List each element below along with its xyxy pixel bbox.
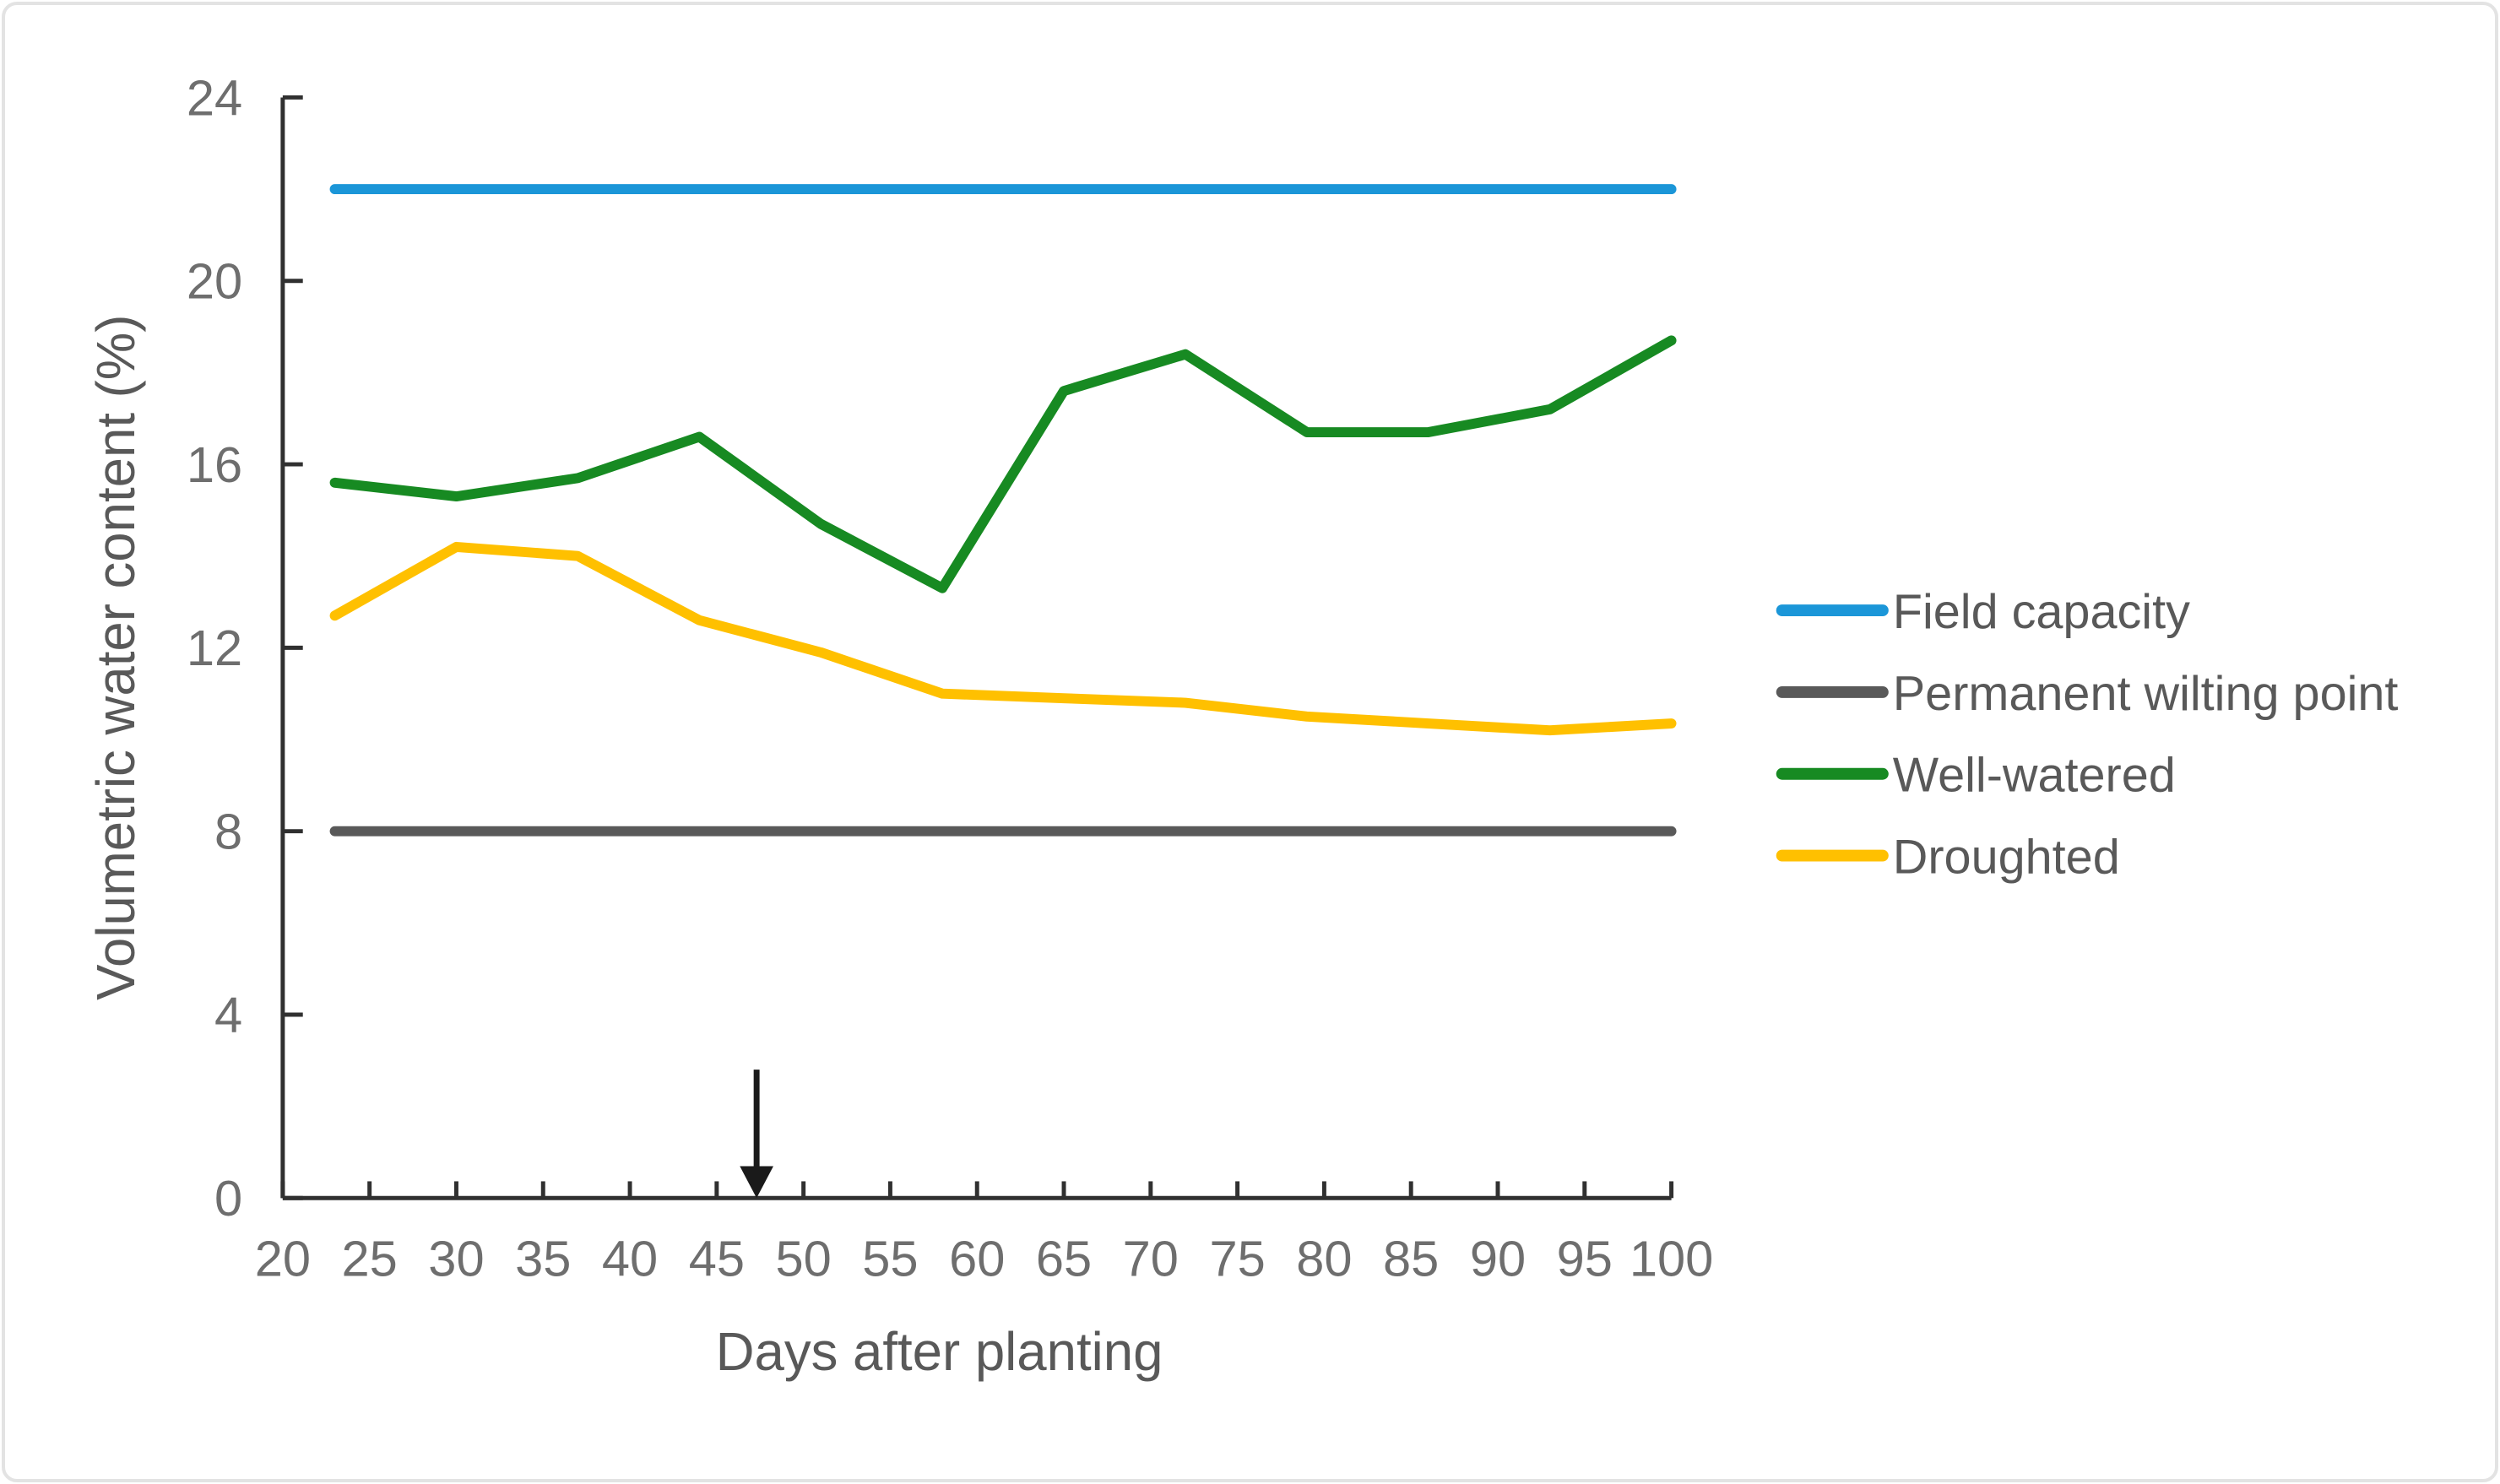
x-tick-label: 30 <box>428 1231 484 1287</box>
y-tick-label: 16 <box>187 436 242 493</box>
legend-group: Field capacity Permanent wilting point Wel… <box>1776 585 2399 884</box>
axes-group: 20 25 30 35 40 45 50 55 60 65 70 75 80 85 90 95 100 0 4 8 12… <box>187 69 1713 1286</box>
x-tick-label: 25 <box>342 1231 398 1287</box>
line-droughted <box>329 541 1677 736</box>
x-tick-label: 40 <box>602 1231 658 1287</box>
y-tick-label: 4 <box>214 987 242 1043</box>
x-tick-label: 75 <box>1209 1231 1265 1287</box>
x-tick-label: 90 <box>1470 1231 1526 1287</box>
legend-item-droughted: Droughted <box>1776 830 2120 884</box>
y-tick-label: 20 <box>187 253 242 310</box>
y-tick-label: 12 <box>187 620 242 676</box>
series-group <box>329 184 1677 837</box>
x-tick-label: 60 <box>949 1231 1005 1287</box>
x-tick-label: 35 <box>515 1231 571 1287</box>
y-tick-label: 0 <box>214 1170 242 1227</box>
x-tick-label: 100 <box>1630 1231 1713 1287</box>
legend-item-well-watered: Well-watered <box>1776 749 2176 803</box>
legend-item-field-capacity: Field capacity <box>1776 585 2190 639</box>
x-tick-label: 55 <box>862 1231 918 1287</box>
x-tick-label: 50 <box>775 1231 831 1287</box>
legend-label-field-capacity: Field capacity <box>1893 585 2190 639</box>
x-tick-label: 80 <box>1296 1231 1352 1287</box>
y-tick-label: 8 <box>214 804 242 860</box>
annotation-group <box>740 1070 773 1199</box>
drought-onset-arrow <box>740 1070 773 1199</box>
x-tick-label: 45 <box>689 1231 745 1287</box>
x-axis-title: Days after planting <box>716 1322 1163 1382</box>
line-well-watered <box>329 335 1677 593</box>
x-tick-label: 70 <box>1123 1231 1179 1287</box>
x-tick-label: 95 <box>1557 1231 1613 1287</box>
y-axis-title: Volumetric water content (%) <box>86 315 146 1000</box>
chart-canvas: 20 25 30 35 40 45 50 55 60 65 70 75 80 85 90 95 100 0 4 8 12… <box>86 69 2399 1382</box>
legend-label-droughted: Droughted <box>1893 830 2120 884</box>
arrow-head-icon <box>740 1166 773 1199</box>
x-tick-label: 85 <box>1383 1231 1439 1287</box>
legend-label-permanent-wilting-point: Permanent wilting point <box>1893 667 2399 721</box>
legend-item-permanent-wilting-point: Permanent wilting point <box>1776 667 2399 721</box>
y-tick-label: 24 <box>187 69 242 126</box>
legend-label-well-watered: Well-watered <box>1893 749 2176 803</box>
x-tick-label: 65 <box>1036 1231 1092 1287</box>
x-tick-label: 20 <box>255 1231 311 1287</box>
